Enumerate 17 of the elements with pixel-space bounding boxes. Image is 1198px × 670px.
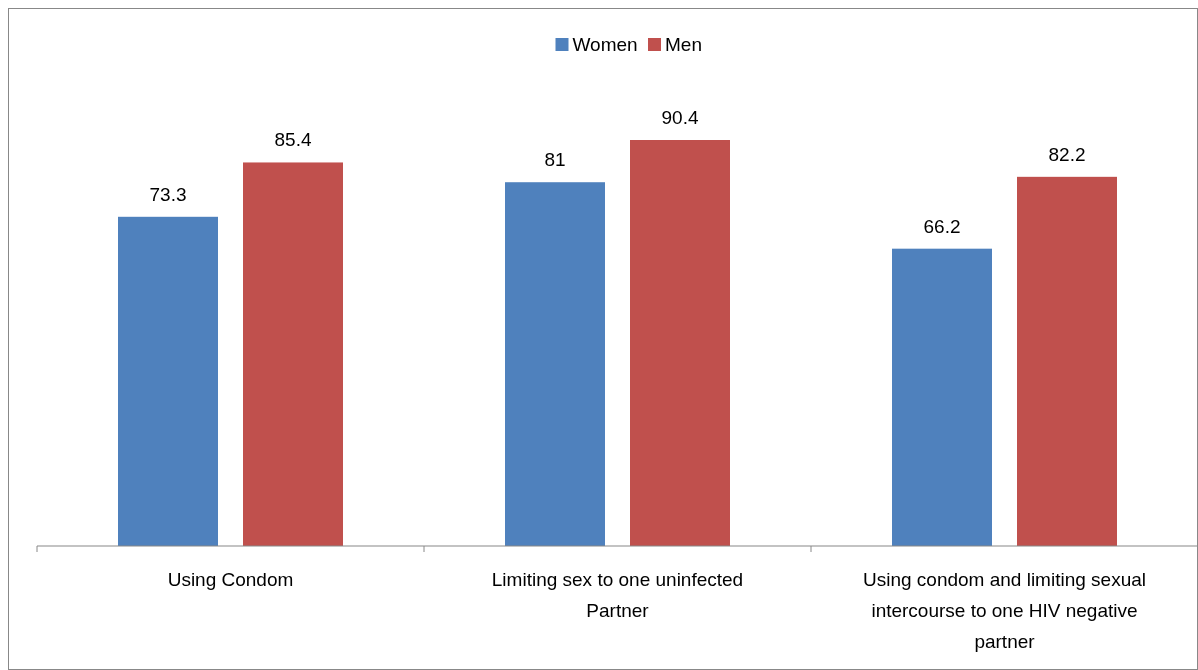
data-label: 73.3 bbox=[149, 183, 187, 205]
data-label: 66.2 bbox=[923, 215, 961, 237]
bar bbox=[630, 140, 730, 546]
data-label: 85.4 bbox=[274, 129, 312, 151]
bar bbox=[1017, 176, 1117, 546]
legend-label: Women bbox=[572, 34, 638, 55]
x-tick-label: Using condom and limiting sexual intercourse to one HIV negative partner bbox=[862, 569, 1147, 652]
x-tick-label: Limiting sex to one uninfected Partner bbox=[491, 569, 744, 621]
x-tick-label: Using Condom bbox=[167, 569, 294, 590]
bar bbox=[243, 162, 343, 546]
bar bbox=[505, 182, 605, 546]
bar bbox=[892, 248, 992, 546]
data-label: 82.2 bbox=[1048, 143, 1086, 165]
bar bbox=[118, 216, 218, 546]
data-label: 81 bbox=[544, 149, 566, 171]
data-label: 90.4 bbox=[661, 107, 699, 128]
legend-label: Men bbox=[665, 34, 702, 55]
